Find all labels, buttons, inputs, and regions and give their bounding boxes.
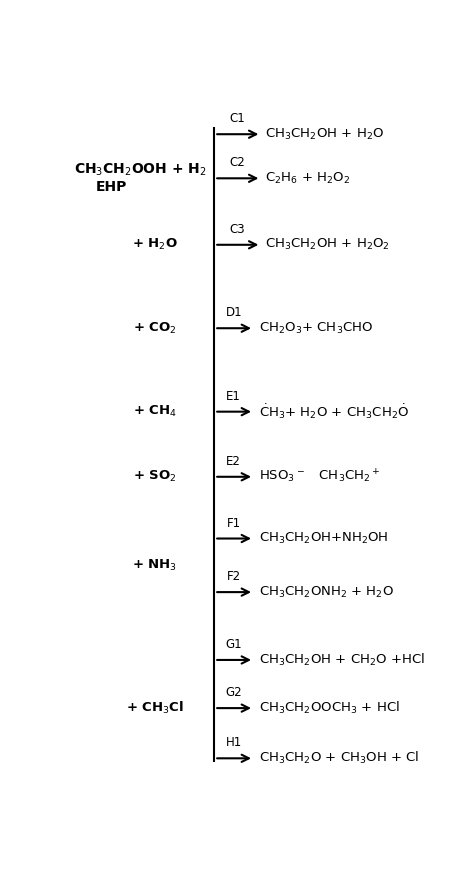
Text: CH$_2$O$_3$+ CH$_3$CHO: CH$_2$O$_3$+ CH$_3$CHO bbox=[259, 321, 374, 336]
Text: E1: E1 bbox=[226, 390, 241, 403]
Text: EHP: EHP bbox=[96, 180, 128, 194]
Text: F1: F1 bbox=[227, 516, 241, 529]
Text: F2: F2 bbox=[227, 570, 241, 583]
Text: G2: G2 bbox=[226, 686, 242, 700]
Text: + H$_2$O: + H$_2$O bbox=[132, 237, 178, 252]
Text: E2: E2 bbox=[226, 455, 241, 468]
Text: + CH$_4$: + CH$_4$ bbox=[133, 404, 177, 419]
Text: H1: H1 bbox=[226, 737, 242, 750]
Text: + CH$_3$Cl: + CH$_3$Cl bbox=[126, 700, 184, 716]
Text: HSO$_3$$^-$   CH$_3$CH$_2$$^+$: HSO$_3$$^-$ CH$_3$CH$_2$$^+$ bbox=[259, 468, 381, 485]
Text: CH$_3$CH$_2$OOH + H$_2$: CH$_3$CH$_2$OOH + H$_2$ bbox=[74, 162, 207, 178]
Text: CH$_3$CH$_2$OH + CH$_2$O +HCl: CH$_3$CH$_2$OH + CH$_2$O +HCl bbox=[259, 652, 426, 668]
Text: D1: D1 bbox=[226, 307, 242, 320]
Text: + SO$_2$: + SO$_2$ bbox=[133, 470, 176, 485]
Text: C$_2$H$_6$ + H$_2$O$_2$: C$_2$H$_6$ + H$_2$O$_2$ bbox=[265, 171, 350, 186]
Text: CH$_3$CH$_2$OH+NH$_2$OH: CH$_3$CH$_2$OH+NH$_2$OH bbox=[259, 531, 389, 546]
Text: G1: G1 bbox=[226, 638, 242, 651]
Text: + CO$_2$: + CO$_2$ bbox=[133, 321, 177, 336]
Text: CH$_3$CH$_2$O + CH$_3$OH + Cl: CH$_3$CH$_2$O + CH$_3$OH + Cl bbox=[259, 751, 420, 766]
Text: CH$_3$CH$_2$ONH$_2$ + H$_2$O: CH$_3$CH$_2$ONH$_2$ + H$_2$O bbox=[259, 585, 394, 600]
Text: C2: C2 bbox=[229, 157, 245, 169]
Text: CH$_3$CH$_2$OOCH$_3$ + HCl: CH$_3$CH$_2$OOCH$_3$ + HCl bbox=[259, 700, 401, 716]
Text: C1: C1 bbox=[229, 113, 245, 125]
Text: CH$_3$CH$_2$OH + H$_2$O$_2$: CH$_3$CH$_2$OH + H$_2$O$_2$ bbox=[265, 237, 390, 252]
Text: + NH$_3$: + NH$_3$ bbox=[132, 558, 177, 574]
Text: C3: C3 bbox=[229, 223, 245, 236]
Text: CH$_3$CH$_2$OH + H$_2$O: CH$_3$CH$_2$OH + H$_2$O bbox=[265, 127, 384, 142]
Text: $\dot{\rm C}$H$_3$+ H$_2$O + CH$_3$CH$_2$$\dot{\rm O}$: $\dot{\rm C}$H$_3$+ H$_2$O + CH$_3$CH$_2… bbox=[259, 403, 410, 421]
